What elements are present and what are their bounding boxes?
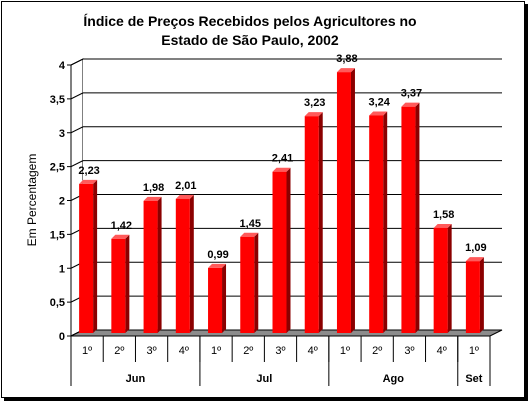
bar [79, 183, 94, 333]
bar [143, 200, 158, 333]
group-label: Jun [126, 373, 146, 385]
x-tick-label: 2º [114, 345, 124, 357]
bar [401, 106, 416, 334]
bar-side [415, 102, 420, 334]
data-label: 1,45 [240, 218, 261, 230]
chart-title-line1: Índice de Preços Recebidos pelos Agricul… [83, 13, 417, 29]
chart-title: Índice de Preços Recebidos pelos Agricul… [60, 12, 440, 50]
data-label: 3,24 [368, 96, 390, 108]
bar-top [369, 111, 388, 116]
bar-side [447, 223, 452, 333]
bar [433, 227, 448, 333]
wall-gridline [70, 160, 84, 168]
bar-top [433, 223, 452, 228]
x-tick-label: 2º [372, 345, 382, 357]
bar-top [336, 68, 355, 73]
bar-side [93, 179, 98, 333]
bar-top [401, 102, 420, 107]
bar [369, 115, 384, 334]
chart-title-line2: Estado de São Paulo, 2002 [161, 32, 339, 48]
x-tick-label: 3º [275, 345, 285, 357]
y-tick-label: 2,5 [50, 162, 65, 174]
bar-side [157, 196, 162, 333]
data-label: 2,01 [175, 180, 196, 192]
x-tick-label: 1º [340, 345, 350, 357]
data-label: 3,88 [336, 53, 357, 65]
bar [304, 116, 319, 333]
data-label: 2,23 [78, 165, 99, 177]
data-label: 0,99 [207, 249, 228, 261]
bar [111, 238, 126, 333]
x-tick-label: 2º [243, 345, 253, 357]
x-tick-label: 1º [469, 345, 479, 357]
x-tick-label: 4º [437, 345, 447, 357]
bar [272, 171, 287, 333]
bar [465, 261, 480, 333]
data-label: 1,98 [143, 182, 164, 194]
bar-side [350, 68, 355, 333]
data-label: 3,23 [304, 97, 325, 109]
bar-top [240, 232, 259, 237]
y-tick-label: 2 [59, 196, 65, 208]
y-tick-label: 1 [59, 263, 65, 275]
data-label: 1,09 [465, 242, 486, 254]
bar-side [318, 112, 323, 333]
bar-top [175, 194, 194, 199]
y-tick-label: 0,5 [50, 297, 65, 309]
bar-top [272, 167, 291, 172]
y-tick-label: 3 [59, 128, 65, 140]
y-axis-title: Em Percentagem [25, 154, 39, 247]
y-tick-label: 4 [59, 60, 66, 72]
y-tick-label: 0 [59, 331, 65, 343]
x-tick-label: 1º [211, 345, 221, 357]
x-tick-label: 1º [82, 345, 92, 357]
wall-gridline [70, 126, 84, 134]
y-tick-label: 1,5 [50, 229, 65, 241]
bar [175, 198, 190, 333]
x-tick-label: 4º [308, 345, 318, 357]
bar-top [79, 179, 98, 184]
wall-gridline [70, 58, 84, 66]
wall-gridline [70, 92, 84, 100]
data-label: 1,58 [433, 209, 454, 221]
data-label: 2,41 [272, 153, 293, 165]
bar-side [254, 232, 259, 333]
x-tick-label: 4º [179, 345, 189, 357]
bar-side [479, 257, 484, 333]
x-tick-label: 3º [147, 345, 157, 357]
x-tick-label: 3º [404, 345, 414, 357]
bar [336, 72, 351, 333]
bar-top [143, 196, 162, 201]
bar-top [208, 263, 227, 268]
bar-side [383, 111, 388, 334]
group-label: Jul [256, 373, 272, 385]
bar [240, 236, 255, 333]
group-label: Ago [383, 373, 405, 385]
group-label: Set [465, 373, 482, 385]
bar-side [125, 234, 130, 333]
bar-side [222, 263, 227, 333]
y-tick-label: 3,5 [50, 94, 65, 106]
bar-side [189, 194, 194, 333]
bar-top [304, 112, 323, 117]
bar [208, 267, 223, 333]
bar-top [465, 257, 484, 262]
data-label: 1,42 [111, 220, 132, 232]
bar-top [111, 234, 130, 239]
bar-side [286, 167, 291, 333]
data-label: 3,37 [401, 88, 422, 100]
